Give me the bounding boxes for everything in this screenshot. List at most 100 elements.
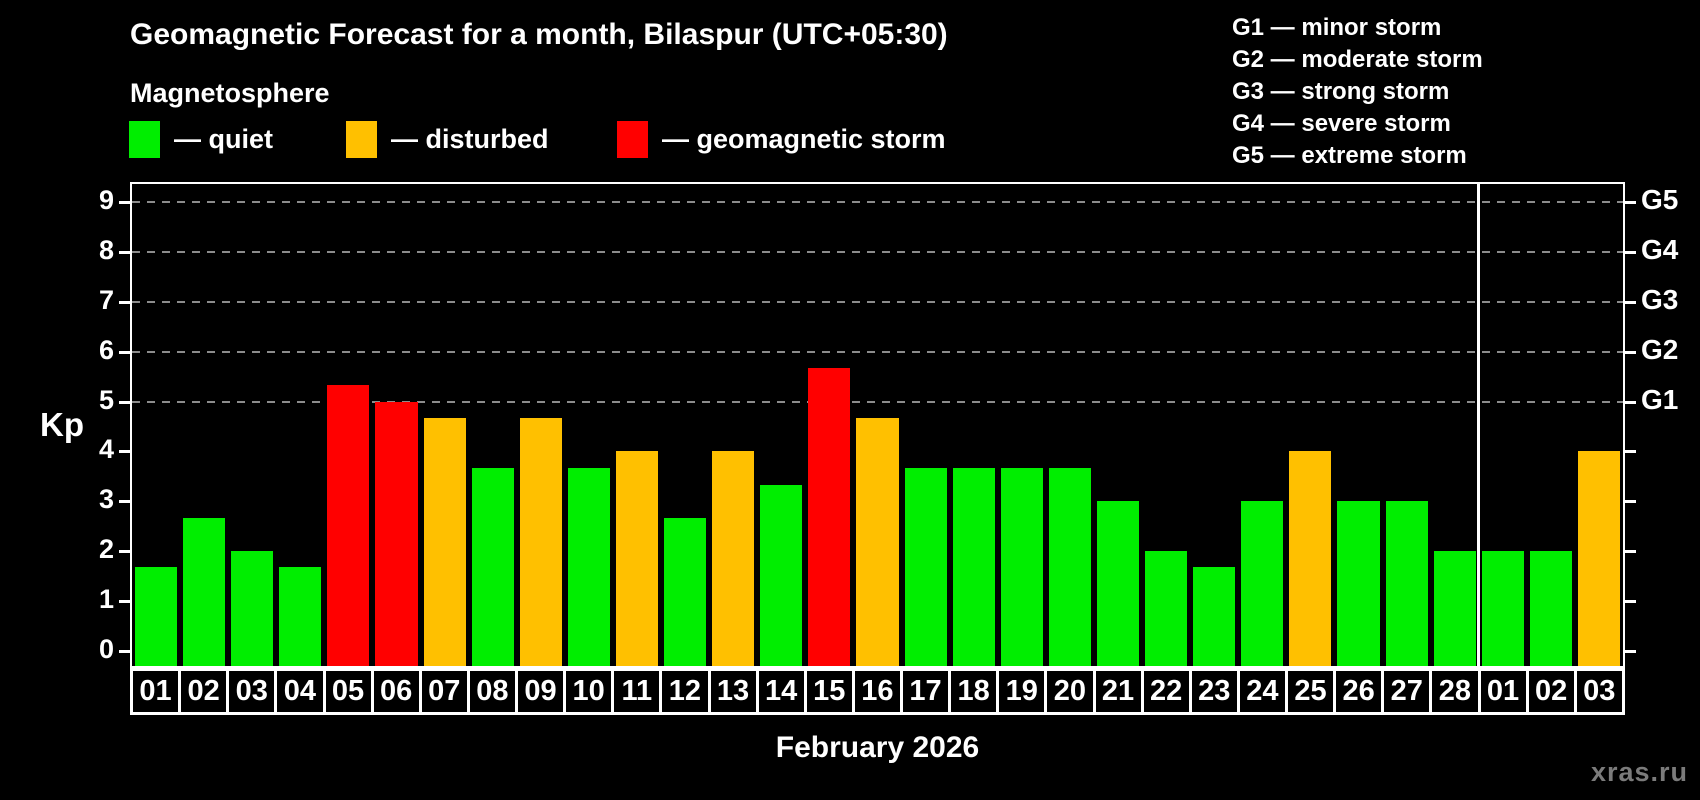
bar-day-26 (1337, 501, 1380, 666)
left-tick-kp-5 (119, 400, 130, 404)
day-label-12: 12 (659, 668, 711, 715)
bar-day-27 (1385, 501, 1428, 666)
right-tick-kp-7 (1625, 300, 1636, 304)
y-tick-label-4: 4 (98, 434, 114, 465)
bar-day-02-next-month (1529, 550, 1572, 666)
day-label-28: 28 (1429, 668, 1481, 715)
day-label-01: 01 (130, 668, 182, 715)
right-tick-kp-0 (1625, 649, 1636, 653)
day-label-25: 25 (1285, 668, 1337, 715)
storm-scale-legend: G1 — minor storm G2 — moderate storm G3 … (1232, 12, 1483, 172)
day-label-03: 03 (226, 668, 278, 715)
bar-day-15 (808, 368, 851, 666)
y-tick-label-7: 7 (98, 284, 114, 315)
day-label-03-next-month: 03 (1573, 668, 1625, 715)
right-axis-label-g1: G1 (1641, 383, 1679, 415)
y-tick-label-2: 2 (98, 533, 114, 564)
bar-day-08 (471, 467, 514, 666)
bar-day-09 (519, 417, 562, 666)
bar-day-14 (760, 484, 803, 666)
bar-day-03 (231, 550, 274, 666)
storm-scale-g5: G5 — extreme storm (1232, 142, 1467, 169)
day-label-27: 27 (1381, 668, 1433, 715)
storm-scale-g2: G2 — moderate storm (1232, 46, 1483, 73)
bar-day-06 (375, 401, 418, 666)
bar-day-02 (183, 517, 226, 666)
day-label-02-next-month: 02 (1525, 668, 1577, 715)
day-label-05: 05 (322, 668, 374, 715)
legend-label-disturbed: — disturbed (391, 124, 549, 154)
bar-day-05 (327, 385, 370, 666)
legend-item-quiet: — quiet (129, 121, 273, 158)
magnetosphere-label: Magnetosphere (130, 78, 330, 108)
y-tick-label-8: 8 (98, 235, 114, 266)
gridline-kp-8 (132, 251, 1623, 254)
y-tick-label-6: 6 (98, 334, 114, 365)
y-axis-title: Kp (40, 406, 84, 443)
bar-day-01 (135, 567, 178, 666)
bar-day-11 (615, 451, 659, 666)
storm-scale-g4: G4 — severe storm (1232, 110, 1451, 137)
y-tick-label-1: 1 (98, 583, 114, 614)
gridline-kp-6 (132, 350, 1623, 353)
day-label-21: 21 (1092, 668, 1144, 715)
day-label-06: 06 (370, 668, 422, 715)
month-label: February 2026 (775, 731, 980, 764)
chart-title: Geomagnetic Forecast for a month, Bilasp… (130, 18, 948, 51)
left-tick-kp-6 (119, 350, 130, 354)
bar-day-16 (856, 417, 899, 666)
legend-item-storm: — geomagnetic storm (617, 121, 946, 158)
right-axis-label-g2: G2 (1641, 333, 1679, 365)
left-tick-kp-7 (119, 300, 130, 304)
quiet-color-swatch (129, 121, 160, 158)
left-tick-kp-0 (119, 649, 130, 653)
bar-day-03-next-month (1577, 451, 1620, 666)
day-label-17: 17 (900, 668, 952, 715)
plot-area: 0 1 2 3 4 5 6 7 8 9 G1 G2 G3 G4 G5 (99, 182, 1678, 668)
day-label-02: 02 (178, 668, 230, 715)
right-tick-kp-5 (1625, 400, 1636, 404)
right-axis-label-g3: G3 (1641, 283, 1679, 315)
bar-day-04 (279, 567, 322, 666)
day-label-16: 16 (851, 668, 903, 715)
right-axis-label-g4: G4 (1641, 234, 1679, 266)
bar-day-17 (904, 467, 947, 666)
bar-day-01-next-month (1481, 550, 1524, 666)
right-tick-kp-2 (1625, 549, 1636, 553)
left-tick-kp-8 (119, 251, 130, 255)
storm-scale-g1: G1 — minor storm (1232, 14, 1442, 41)
right-tick-kp-6 (1625, 350, 1636, 354)
legend-item-disturbed: — disturbed (346, 121, 549, 158)
right-tick-kp-4 (1625, 450, 1636, 454)
bar-day-19 (1000, 467, 1043, 666)
left-tick-kp-9 (119, 201, 130, 205)
bar-day-20 (1048, 467, 1091, 666)
right-axis-label-g5: G5 (1641, 184, 1679, 216)
bar-day-23 (1193, 567, 1236, 666)
right-tick-kp-1 (1625, 599, 1636, 603)
bar-day-28 (1433, 550, 1476, 666)
day-label-01-next-month: 01 (1477, 668, 1529, 715)
bar-day-22 (1145, 550, 1188, 666)
legend-label-quiet: — quiet (174, 124, 273, 154)
y-tick-label-9: 9 (98, 185, 114, 216)
day-label-22: 22 (1140, 668, 1192, 715)
bar-day-10 (567, 467, 610, 666)
gridline-kp-9 (132, 201, 1623, 204)
left-tick-kp-4 (119, 450, 130, 454)
y-tick-label-0: 0 (98, 633, 114, 664)
day-label-07: 07 (418, 668, 470, 715)
day-label-11: 11 (611, 668, 663, 715)
y-tick-label-5: 5 (98, 384, 114, 415)
left-tick-kp-3 (119, 500, 130, 504)
day-label-14: 14 (755, 668, 807, 715)
bar-day-21 (1096, 501, 1140, 666)
x-axis-day-labels: 01 02 03 04 05 06 07 08 09 10 11 12 13 14 15 16 17 18 19 20… (130, 668, 1625, 715)
day-label-13: 13 (707, 668, 759, 715)
day-label-26: 26 (1333, 668, 1385, 715)
day-label-19: 19 (996, 668, 1048, 715)
watermark: xras.ru (1590, 757, 1688, 787)
bar-day-13 (712, 451, 755, 666)
left-tick-kp-1 (119, 599, 130, 603)
